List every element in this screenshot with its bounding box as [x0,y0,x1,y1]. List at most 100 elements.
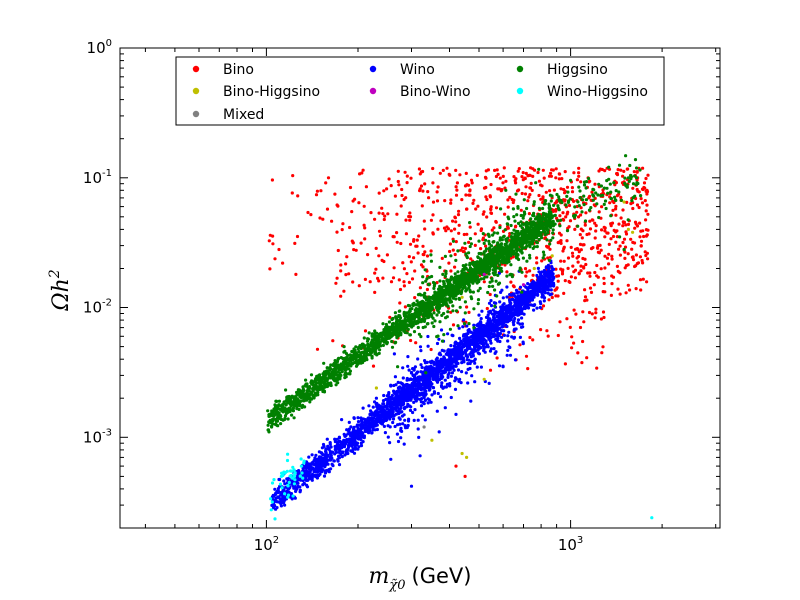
data-point [456,368,461,372]
data-point [622,237,627,241]
data-point [360,425,364,429]
data-point [540,270,544,274]
data-point [337,444,341,449]
data-point [473,357,477,361]
data-point [521,178,525,182]
data-point [284,388,288,392]
data-point [348,433,352,438]
data-point [577,250,581,254]
data-point [579,248,583,252]
data-point [479,336,483,340]
data-point [416,376,420,380]
data-point [452,368,456,372]
data-point [371,426,375,430]
data-point [423,182,427,186]
data-point [457,326,461,330]
data-point [345,255,349,259]
data-point [594,311,598,315]
data-point [405,311,409,315]
data-point [593,236,597,240]
data-point [474,207,478,211]
data-point [554,176,558,180]
data-point [561,211,565,215]
data-point [370,417,374,421]
data-point [330,219,334,223]
data-point [468,352,472,356]
data-point [322,444,326,448]
data-point [501,174,505,178]
data-point [610,254,614,258]
data-point [511,200,515,205]
data-point [476,339,480,343]
data-point [540,184,544,188]
data-point [542,176,546,180]
data-point [597,210,601,214]
data-point [454,358,458,362]
data-point [426,401,430,405]
data-point [431,166,435,171]
data-point [457,209,461,213]
data-point [516,321,520,325]
data-point [409,370,414,375]
data-point [643,199,647,203]
data-point [413,269,417,273]
data-point [380,206,384,210]
data-point [641,277,645,281]
data-point [552,188,557,192]
data-point [382,424,386,428]
data-point [629,202,633,206]
data-point [543,236,548,240]
data-point [450,333,454,337]
data-point [462,333,466,337]
data-point [465,232,469,236]
data-point [353,445,357,449]
data-point [418,286,422,290]
data-point [494,206,499,210]
data-point [476,204,480,208]
data-point [440,256,444,260]
data-point [313,473,317,478]
data-point [572,341,576,345]
data-point [559,187,563,191]
data-point [348,185,353,190]
data-point [572,171,576,175]
data-point [561,249,565,253]
data-point [550,168,554,172]
data-point [473,232,477,236]
data-point [331,464,335,468]
data-point [402,284,406,288]
data-point [516,290,521,294]
data-point [363,420,367,424]
data-point [363,329,368,333]
data-point [568,325,572,329]
data-point [523,267,528,271]
data-point [603,226,607,230]
data-point [412,376,417,380]
data-point [609,224,613,228]
data-point [454,412,458,416]
data-point [455,188,459,192]
data-point [405,272,409,276]
data-point [409,394,413,398]
data-point [296,194,300,198]
data-point [609,237,613,241]
data-point [278,497,282,501]
data-point [622,169,626,173]
data-point [483,338,487,342]
data-point [339,263,343,267]
data-point [322,458,326,462]
data-point [470,181,474,185]
data-point [644,234,649,238]
data-point [540,236,544,240]
data-point [624,232,629,236]
data-point [350,210,354,214]
data-point [382,402,386,406]
data-point [449,395,453,400]
data-point [277,477,281,482]
data-point [268,267,272,271]
data-point [378,234,382,238]
data-point [356,420,361,424]
data-point [500,318,504,322]
data-point [408,215,413,219]
data-point [429,372,433,376]
